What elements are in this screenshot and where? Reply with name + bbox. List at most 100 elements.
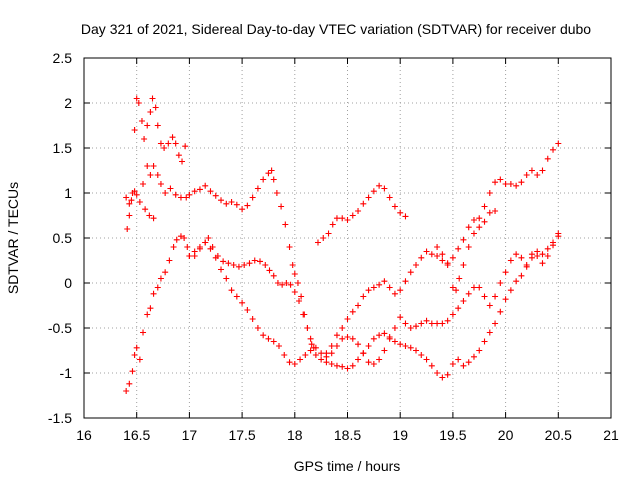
data-point — [428, 251, 435, 258]
data-point — [381, 278, 388, 285]
data-point — [129, 368, 136, 375]
y-tick-label: -1.5 — [48, 410, 72, 426]
data-point — [228, 287, 235, 294]
data-point — [423, 248, 430, 255]
data-point — [453, 287, 460, 294]
data-point — [455, 356, 462, 363]
data-point — [434, 370, 441, 376]
data-point — [465, 244, 472, 250]
data-point — [223, 200, 230, 207]
data-point — [465, 224, 472, 231]
data-point — [244, 202, 251, 209]
data-point — [413, 262, 420, 268]
data-point — [423, 356, 430, 363]
data-point — [544, 253, 551, 259]
data-point — [183, 194, 190, 201]
data-point — [528, 167, 535, 174]
data-point — [460, 262, 467, 268]
data-point — [502, 296, 509, 303]
data-point — [497, 308, 504, 315]
data-point — [212, 192, 219, 199]
data-point — [186, 191, 193, 198]
data-point — [423, 317, 430, 324]
data-point — [157, 181, 164, 187]
data-point — [444, 371, 451, 378]
data-point — [455, 245, 462, 252]
data-point — [492, 293, 499, 300]
data-point — [513, 182, 520, 189]
data-point — [298, 293, 305, 300]
data-point — [275, 343, 282, 349]
data-point — [391, 325, 398, 331]
data-point — [370, 335, 377, 342]
data-point — [397, 209, 404, 216]
data-point — [175, 152, 182, 159]
data-point — [144, 311, 151, 318]
data-point — [391, 203, 398, 210]
data-point — [154, 122, 161, 129]
y-tick-label: 2 — [64, 95, 72, 111]
data-point — [329, 221, 336, 228]
data-point — [476, 215, 483, 222]
data-point — [220, 258, 227, 265]
data-point — [428, 320, 435, 327]
data-point — [133, 191, 140, 198]
data-point — [308, 341, 315, 348]
data-point — [270, 176, 277, 183]
data-point — [291, 361, 298, 367]
data-point — [328, 361, 335, 367]
data-point — [282, 221, 289, 228]
x-tick-label: 16.5 — [123, 427, 150, 443]
data-point — [497, 176, 504, 183]
data-point — [124, 226, 131, 232]
data-point — [481, 293, 488, 300]
plot-frame — [83, 57, 612, 419]
data-point — [518, 272, 525, 279]
data-point — [141, 136, 148, 142]
data-point — [391, 338, 398, 345]
data-point — [481, 338, 488, 345]
data-point — [177, 194, 184, 201]
y-tick-label: -0.5 — [48, 320, 72, 336]
data-point — [172, 140, 179, 147]
data-point — [283, 280, 290, 286]
data-point — [418, 320, 425, 327]
data-point — [318, 356, 325, 363]
data-point — [339, 325, 346, 331]
data-point — [502, 269, 509, 276]
data-point — [133, 95, 140, 102]
data-point — [254, 185, 261, 192]
data-point — [434, 253, 441, 259]
data-point — [365, 359, 372, 366]
data-point — [300, 311, 307, 318]
data-point — [307, 335, 314, 342]
data-point — [126, 212, 133, 219]
data-point — [177, 233, 184, 240]
data-point — [202, 239, 209, 246]
data-point — [207, 188, 214, 195]
data-point — [376, 332, 383, 339]
data-point — [233, 293, 240, 300]
data-point — [402, 320, 409, 327]
data-point — [265, 170, 272, 177]
data-point — [147, 305, 154, 312]
data-point — [428, 362, 435, 369]
data-point — [281, 352, 288, 358]
data-point — [140, 181, 147, 187]
data-point — [278, 203, 285, 210]
data-point — [550, 242, 557, 249]
data-point — [140, 329, 147, 336]
data-point — [286, 244, 293, 250]
data-point — [128, 197, 135, 204]
data-point — [266, 267, 273, 274]
data-point — [397, 287, 404, 294]
data-point — [439, 251, 446, 258]
data-point — [131, 188, 138, 195]
data-point — [550, 146, 557, 153]
data-point — [249, 316, 256, 322]
data-point — [481, 218, 488, 225]
data-point — [235, 263, 242, 270]
data-point — [142, 206, 149, 213]
data-point — [449, 311, 456, 318]
y-tick-label: -1 — [60, 365, 73, 381]
